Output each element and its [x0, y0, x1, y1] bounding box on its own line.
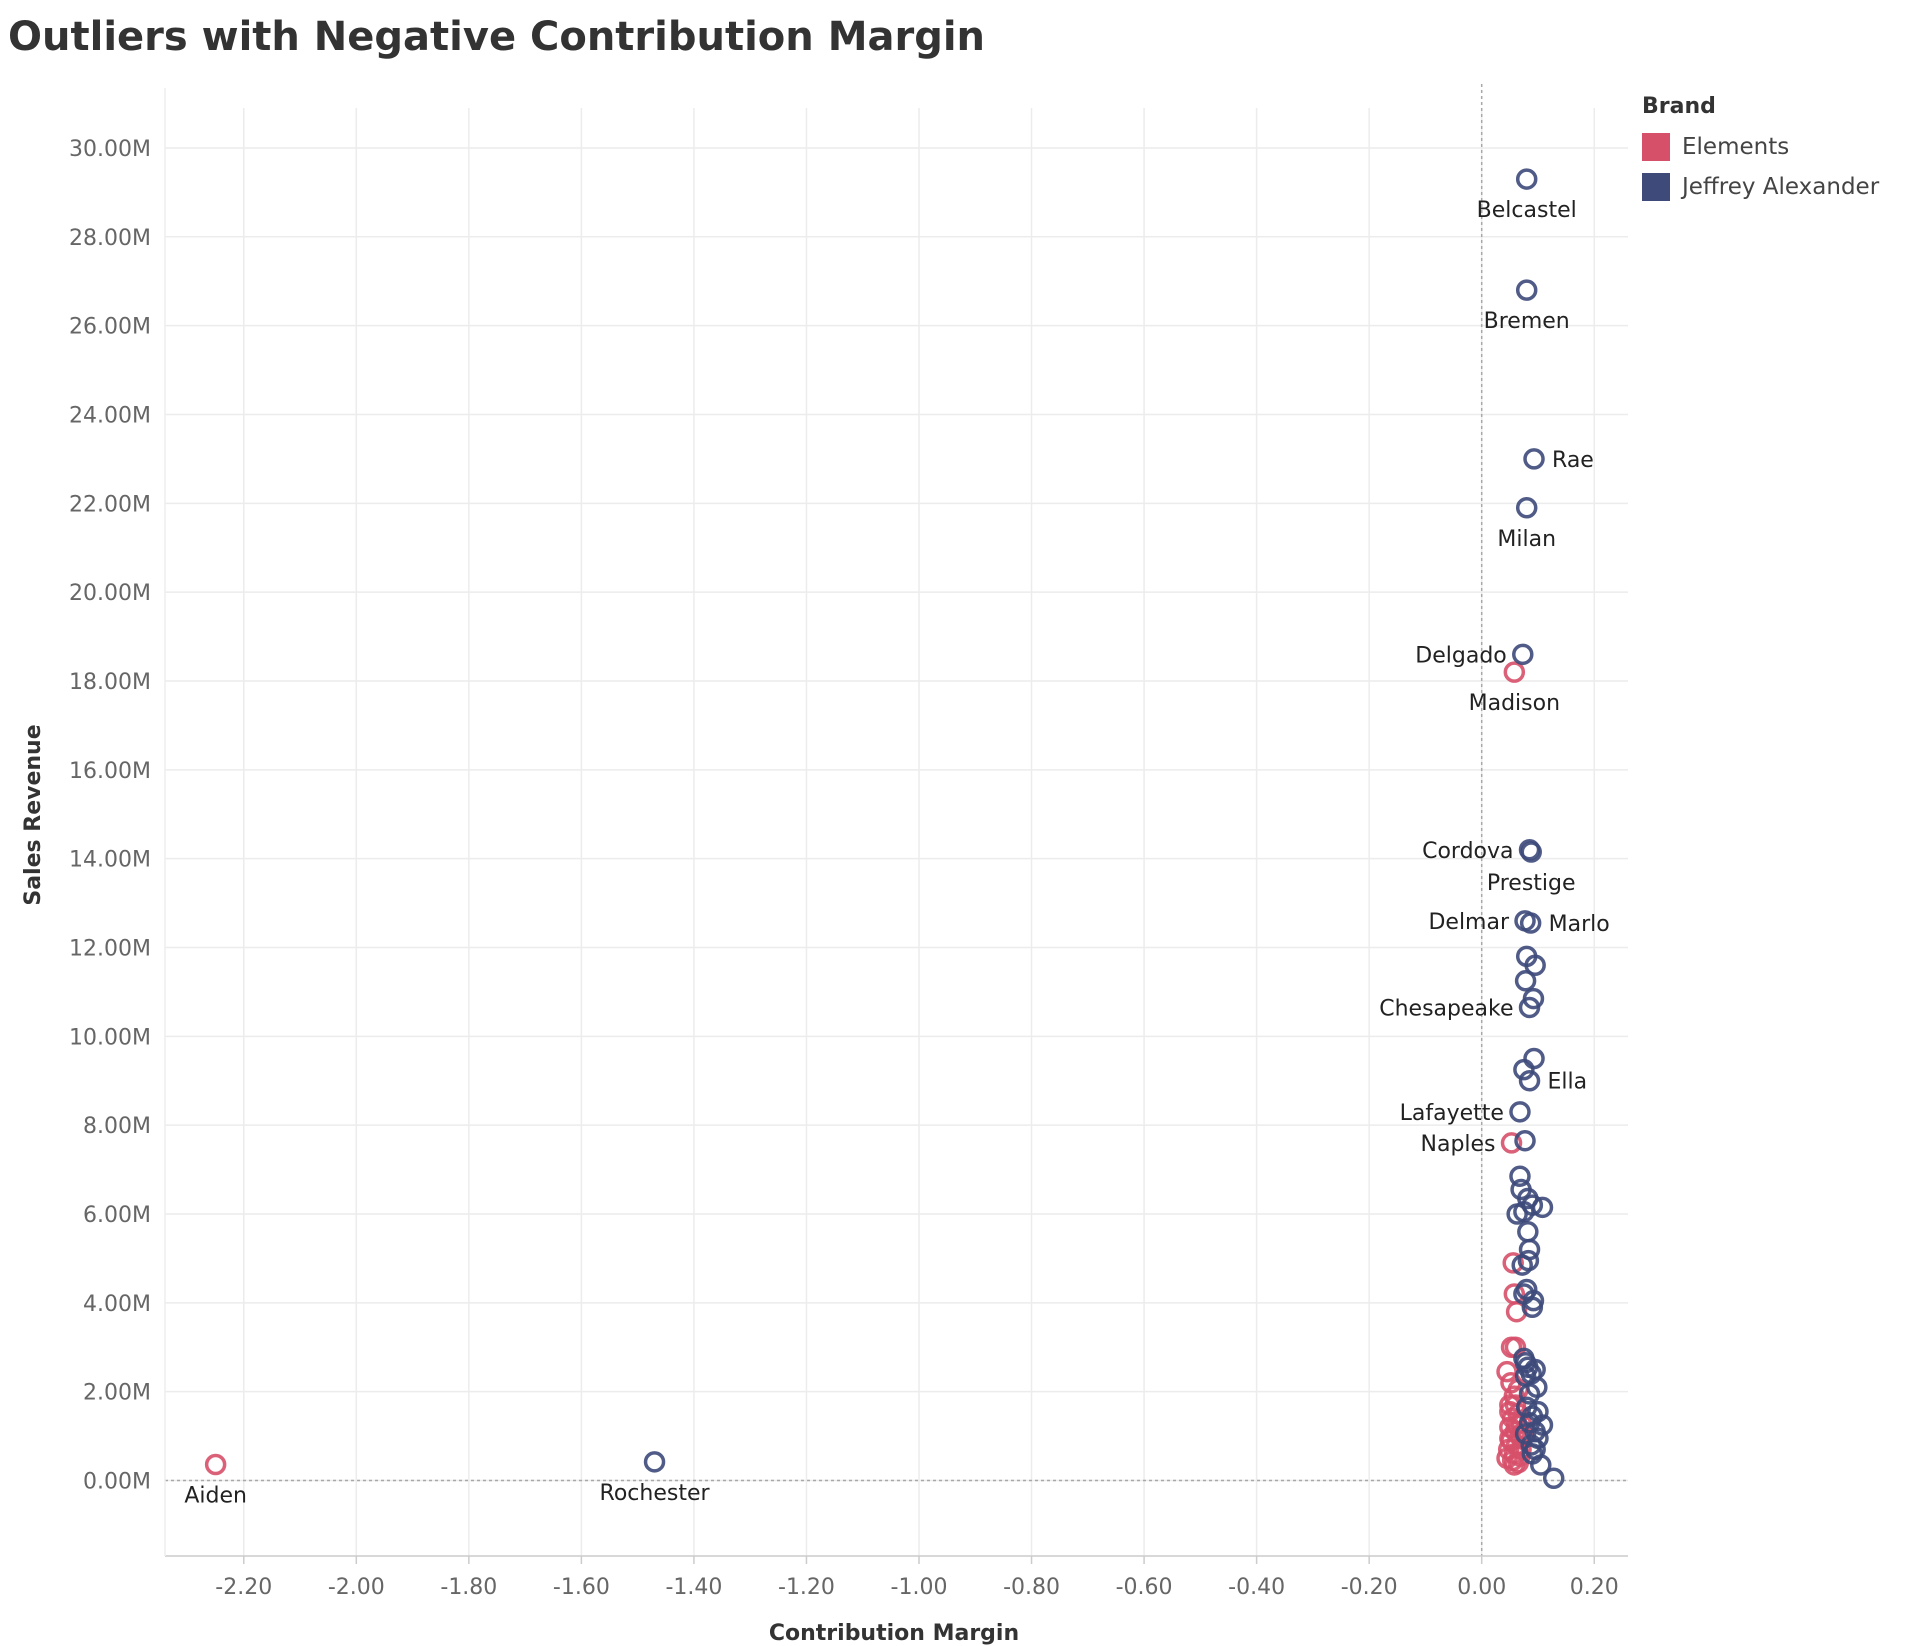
y-tick-label: 10.00M — [69, 1025, 151, 1050]
point-label: Aiden — [184, 1484, 247, 1509]
point-labels: Aiden Madison Naples Rochester Belcastel Brem… — [184, 198, 1609, 1508]
data-point — [1518, 1383, 1541, 1405]
x-tick-label: -2.00 — [328, 1575, 385, 1600]
reference-lines — [165, 84, 1628, 1556]
y-tick-label: 8.00M — [83, 1114, 151, 1139]
x-tick-label: -1.40 — [665, 1575, 722, 1600]
x-tick-label: 0.00 — [1457, 1575, 1506, 1600]
point-label: Delmar — [1428, 910, 1510, 935]
point-label: Rae — [1552, 448, 1594, 473]
data-point — [1518, 1069, 1541, 1092]
y-tick-label: 6.00M — [83, 1203, 151, 1228]
point-label: Cordova — [1422, 839, 1513, 864]
y-tick-label: 2.00M — [83, 1381, 151, 1406]
data-points — [204, 168, 1565, 1490]
data-point — [1523, 1047, 1545, 1070]
data-point — [1520, 841, 1542, 863]
point-label: Bremen — [1484, 309, 1570, 334]
data-point — [1514, 1129, 1536, 1152]
legend-label: Elements — [1682, 134, 1790, 160]
x-tick-label: -1.60 — [553, 1575, 610, 1600]
legend-swatch-elements — [1642, 133, 1670, 161]
data-point — [1520, 1434, 1542, 1456]
point-label: Belcastel — [1477, 198, 1577, 223]
y-tick-label: 22.00M — [69, 492, 151, 517]
legend-item-jeffrey-alexander[interactable]: Jeffrey Alexander — [1642, 167, 1879, 207]
point-label: Madison — [1469, 691, 1560, 716]
x-tick-label: 0.20 — [1570, 1575, 1619, 1600]
data-point — [1519, 912, 1542, 934]
data-point — [1509, 1101, 1531, 1123]
y-tick-label: 18.00M — [69, 670, 151, 695]
data-point — [1511, 1254, 1533, 1276]
axes: -2.20 -2.00 -1.80 -1.60 -1.40 -1.20 -1.00 -0.80… — [69, 88, 1628, 1600]
legend-title: Brand — [1642, 94, 1716, 119]
data-point — [1515, 497, 1538, 519]
point-label: Milan — [1497, 527, 1556, 552]
point-label: Rochester — [600, 1481, 711, 1506]
data-point — [1509, 1165, 1531, 1187]
y-tick-label: 30.00M — [69, 137, 151, 162]
data-point — [1506, 1203, 1528, 1225]
y-tick-label: 20.00M — [69, 581, 151, 606]
legend: Brand Elements Jeffrey Alexander — [1642, 94, 1879, 207]
y-tick-label: 28.00M — [69, 226, 151, 251]
legend-swatch-jeffrey-alexander — [1642, 173, 1670, 201]
data-point — [1514, 970, 1537, 992]
data-point — [1502, 1252, 1524, 1274]
data-point — [1522, 1289, 1545, 1312]
data-point — [1496, 1360, 1518, 1383]
y-tick-label: 4.00M — [83, 1292, 151, 1317]
point-label: Chesapeake — [1379, 996, 1513, 1021]
data-point — [1512, 643, 1534, 666]
x-tick-label: -0.20 — [1341, 1575, 1398, 1600]
y-tick-label: 0.00M — [83, 1469, 151, 1494]
x-tick-label: -0.40 — [1228, 1575, 1285, 1600]
data-point — [1515, 1396, 1538, 1418]
data-point — [1518, 1411, 1541, 1434]
data-point — [1515, 279, 1538, 301]
legend-item-elements[interactable]: Elements — [1642, 127, 1879, 167]
point-label: Naples — [1421, 1132, 1496, 1157]
x-tick-label: -0.80 — [1003, 1575, 1060, 1600]
point-label: Delgado — [1415, 643, 1506, 668]
x-axis-title: Contribution Margin — [769, 1621, 1019, 1646]
point-label: Lafayette — [1400, 1101, 1504, 1126]
y-tick-label: 24.00M — [69, 403, 151, 428]
data-point — [1503, 661, 1526, 683]
data-point — [1514, 1423, 1537, 1445]
point-label: Marlo — [1549, 912, 1610, 937]
data-point — [1513, 1058, 1535, 1081]
x-tick-label: -2.20 — [215, 1575, 272, 1600]
data-point — [643, 1451, 666, 1473]
point-label: Ella — [1548, 1070, 1588, 1095]
y-tick-label: 26.00M — [69, 315, 151, 340]
data-point — [1523, 448, 1545, 470]
x-tick-label: -1.20 — [778, 1575, 835, 1600]
x-tick-label: -1.80 — [440, 1575, 497, 1600]
data-point — [1524, 954, 1546, 977]
data-point — [1521, 1443, 1544, 1465]
data-point — [204, 1453, 227, 1476]
grid-lines — [165, 108, 1628, 1556]
data-point — [1500, 1132, 1523, 1154]
y-tick-label: 14.00M — [69, 848, 151, 873]
data-point — [1542, 1467, 1565, 1490]
x-tick-label: -0.60 — [1116, 1575, 1173, 1600]
data-point — [1517, 1221, 1539, 1243]
legend-label: Jeffrey Alexander — [1682, 174, 1880, 200]
x-tick-label: -1.00 — [891, 1575, 948, 1600]
point-label: Prestige — [1487, 871, 1576, 896]
data-point — [1515, 168, 1538, 190]
y-tick-label: 16.00M — [69, 759, 151, 784]
data-point — [1518, 996, 1541, 1019]
chart-title: Outliers with Negative Contribution Marg… — [8, 14, 986, 60]
y-tick-label: 12.00M — [69, 936, 151, 961]
y-axis-title: Sales Revenue — [21, 724, 46, 905]
